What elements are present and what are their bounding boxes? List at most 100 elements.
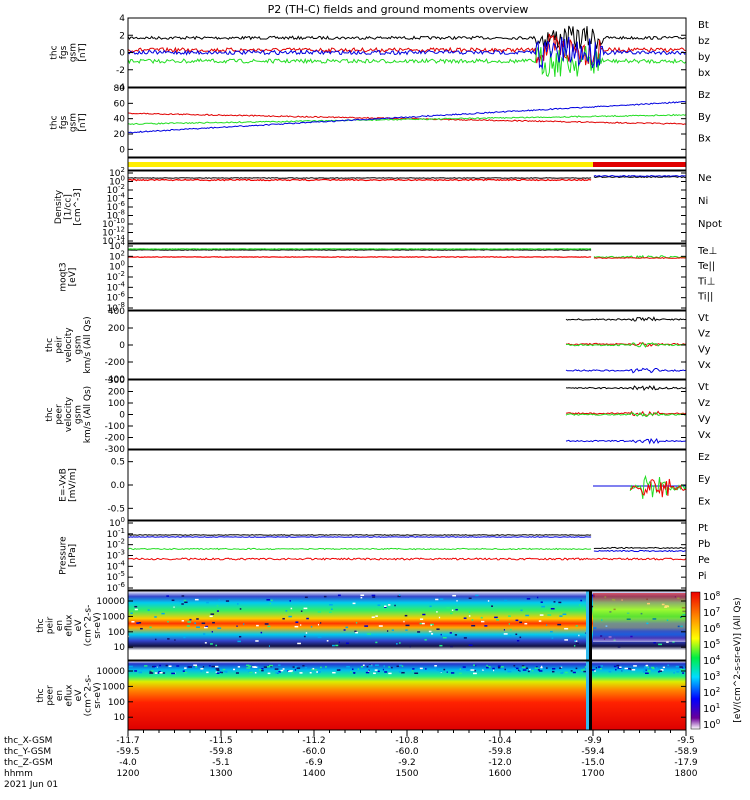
series-pb [128,557,687,561]
panel-frame [127,243,687,311]
spectrogram-speck [215,644,218,647]
spectrogram-speck [550,607,555,610]
spectrogram-speck [655,667,658,669]
spectrogram-speck [545,667,548,669]
spectrogram-speck [658,643,662,646]
spectrogram-speck [328,611,332,613]
y-axis-label: [eV] [68,268,78,287]
x-tick-label-x: -11.5 [209,736,232,746]
panel-10: 10000 1000 100 10 thc peir en eflux eV (cm^2-s-sr… [36,590,687,661]
spectrogram-speck [552,668,556,670]
legend-by: By [698,112,711,123]
spectrogram-speck [645,669,647,671]
spectrogram-speck [149,626,152,629]
spectrogram-speck [535,666,538,668]
spectrogram-speck [575,642,580,645]
spectrogram-speck [472,672,477,675]
panel-8: 0.5 0.0 -0.5 E=-VxB [mV/m] Ez Ey Ex [59,449,710,521]
spectrogram-speck [399,664,402,667]
spectrogram-speck [405,624,410,627]
spectrogram-speck [130,612,133,614]
y-axis-label: (cm^2-s- [84,605,94,647]
spectrogram-speck [541,605,545,608]
spectrogram-speck [203,633,206,635]
spectrogram-speck [517,669,520,672]
series-vy [565,342,687,348]
series-te-late [593,257,687,259]
x-tick-label-x: -9.9 [584,736,602,746]
data-gap-line [589,591,592,660]
spectrogram-speck [615,668,617,671]
y-tick-label: 100 [108,628,125,638]
y-tick-label: 0 [119,341,125,351]
panel-4: 10210010-210-410-610-810-1010-1210-14Den… [54,166,722,247]
spectrogram-speck [667,664,670,667]
spectrogram-speck [401,671,405,674]
spectrogram-speck [210,613,215,615]
spectrogram-speck [158,670,161,673]
spectrogram-speck [652,667,655,670]
y-tick-label: 0 [119,49,125,59]
spectrogram-speck [509,628,512,631]
spectrogram-speck [200,668,204,670]
spectrogram-speck [475,594,479,597]
y-tick-label: -200 [105,358,126,368]
spectrogram-speck [508,623,510,625]
spectrogram-speck [676,671,680,673]
legend-te: Te|| [697,261,715,272]
series-ez [630,478,687,498]
spectrogram-speck [264,623,269,625]
spectrogram-speck [494,616,498,619]
y-tick-label: 4 [119,14,125,24]
spectrogram-speck [352,602,356,605]
y-tick-label: -400 [105,375,126,385]
spectrogram-speck [616,664,620,667]
spectrogram-speck [621,670,623,672]
spectrogram-speck [551,670,555,673]
spectrogram-speck [662,666,665,669]
spectrogram-speck [397,595,401,598]
spectrogram-speck [338,641,341,644]
spectrogram-speck [261,669,264,672]
legend-bt: Bt [698,20,709,31]
spectrogram-speck [248,665,252,667]
spectrogram-speck [357,668,360,670]
spectrogram-speck [438,616,441,619]
spectrogram-speck [300,624,302,626]
spectrogram-speck [278,664,281,666]
panel-frame [127,449,687,521]
spectrogram-speck [473,664,476,666]
spectrogram-speck [562,671,564,674]
spectrogram-speck [463,617,467,619]
legend-pb: Pb [698,539,710,550]
spectrogram-speck [365,671,370,674]
spectrogram-speck [424,639,427,641]
x-tick-label-hhmm: 1400 [303,769,326,779]
x-tick-label-hhmm: 1700 [582,769,605,779]
legend-vt: Vt [698,313,709,324]
spectrogram-speck [470,669,475,671]
spectrogram-speck [474,669,476,672]
spectrogram-speck [154,616,157,618]
spectrogram-speck [430,624,432,627]
series-npot [593,174,687,178]
y-axis-label: (cm^2-s- [84,675,94,717]
spectrogram-speck [631,669,636,671]
spectrogram-speck [459,668,462,670]
spectrogram-speck [360,594,365,596]
y-tick-label: 0.0 [111,481,126,491]
spectrogram-speck [181,595,185,597]
y-tick-label: -100 [105,422,126,432]
spectrogram-speck [449,632,452,634]
panel-2: 80 60 40 20 0 thc fgs gsm [nT] Bz By Bx [50,84,711,158]
spectrogram-speck [594,670,596,672]
spectrogram-speck [515,619,519,622]
spectrogram-speck [195,666,198,668]
spectrogram-speck [417,631,421,633]
y-tick-label: 2 [119,31,125,41]
spectrogram-speck [484,625,488,627]
x-tick-label-z: -5.1 [212,758,230,768]
spectrogram-speck [182,670,185,672]
spectrogram-speck [331,608,333,610]
spectrogram-speck [613,665,617,668]
